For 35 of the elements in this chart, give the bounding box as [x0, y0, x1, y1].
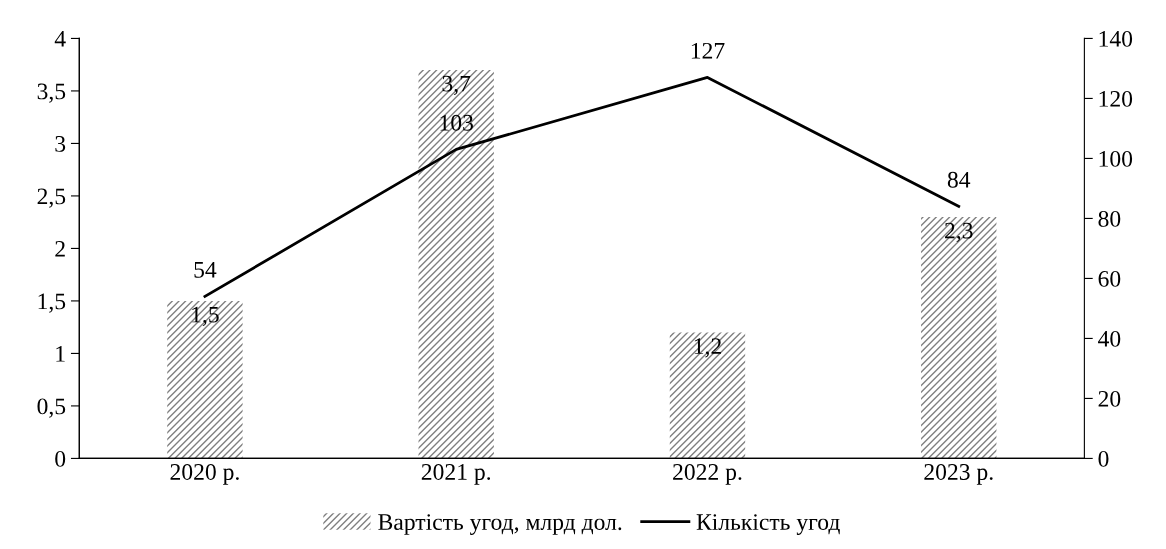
y2-tick-label: 60 [1098, 270, 1121, 287]
y2-tick-label: 120 [1099, 90, 1133, 107]
y2-tick-label: 0 [1098, 450, 1109, 467]
y-tick-label: 0 [55, 450, 66, 467]
legend-label: Вартість угод, млрд дол. [378, 514, 622, 535]
data-label: 3,7 [442, 75, 471, 95]
y2-tick-label: 100 [1099, 150, 1133, 167]
data-label: 1,5 [192, 306, 219, 326]
bar [167, 300, 243, 459]
x-tick-label: 2022 р. [673, 463, 742, 485]
x-tick-label: 2020 р. [170, 463, 239, 485]
data-label: 84 [947, 171, 971, 188]
x-tick-label: 2023 р. [924, 463, 993, 485]
y-tick-label: 1,5 [38, 293, 66, 313]
data-label: 1,2 [694, 338, 721, 358]
x-tick-label: 2021 р. [421, 463, 491, 485]
y2-tick-label: 20 [1098, 390, 1121, 407]
y-tick-label: 3,5 [37, 83, 66, 103]
data-label: 54 [194, 261, 217, 278]
legend-label: Кількість угод [696, 514, 840, 535]
y-tick-label: 2 [55, 240, 65, 257]
y-tick-label: 0,5 [37, 398, 66, 418]
y-tick-label: 1 [56, 346, 65, 362]
y2-tick-label: 40 [1098, 330, 1121, 347]
data-label: 127 [691, 42, 725, 59]
y-tick-label: 3 [55, 135, 66, 152]
y-tick-label: 4 [54, 31, 66, 47]
bar [418, 69, 494, 459]
data-label: 103 [440, 114, 473, 131]
y2-tick-label: 80 [1098, 210, 1121, 227]
y2-tick-label: 140 [1099, 30, 1133, 47]
bar [921, 216, 997, 459]
bar [669, 332, 746, 459]
y-tick-label: 2,5 [37, 188, 66, 208]
data-label: 2,3 [945, 222, 973, 242]
